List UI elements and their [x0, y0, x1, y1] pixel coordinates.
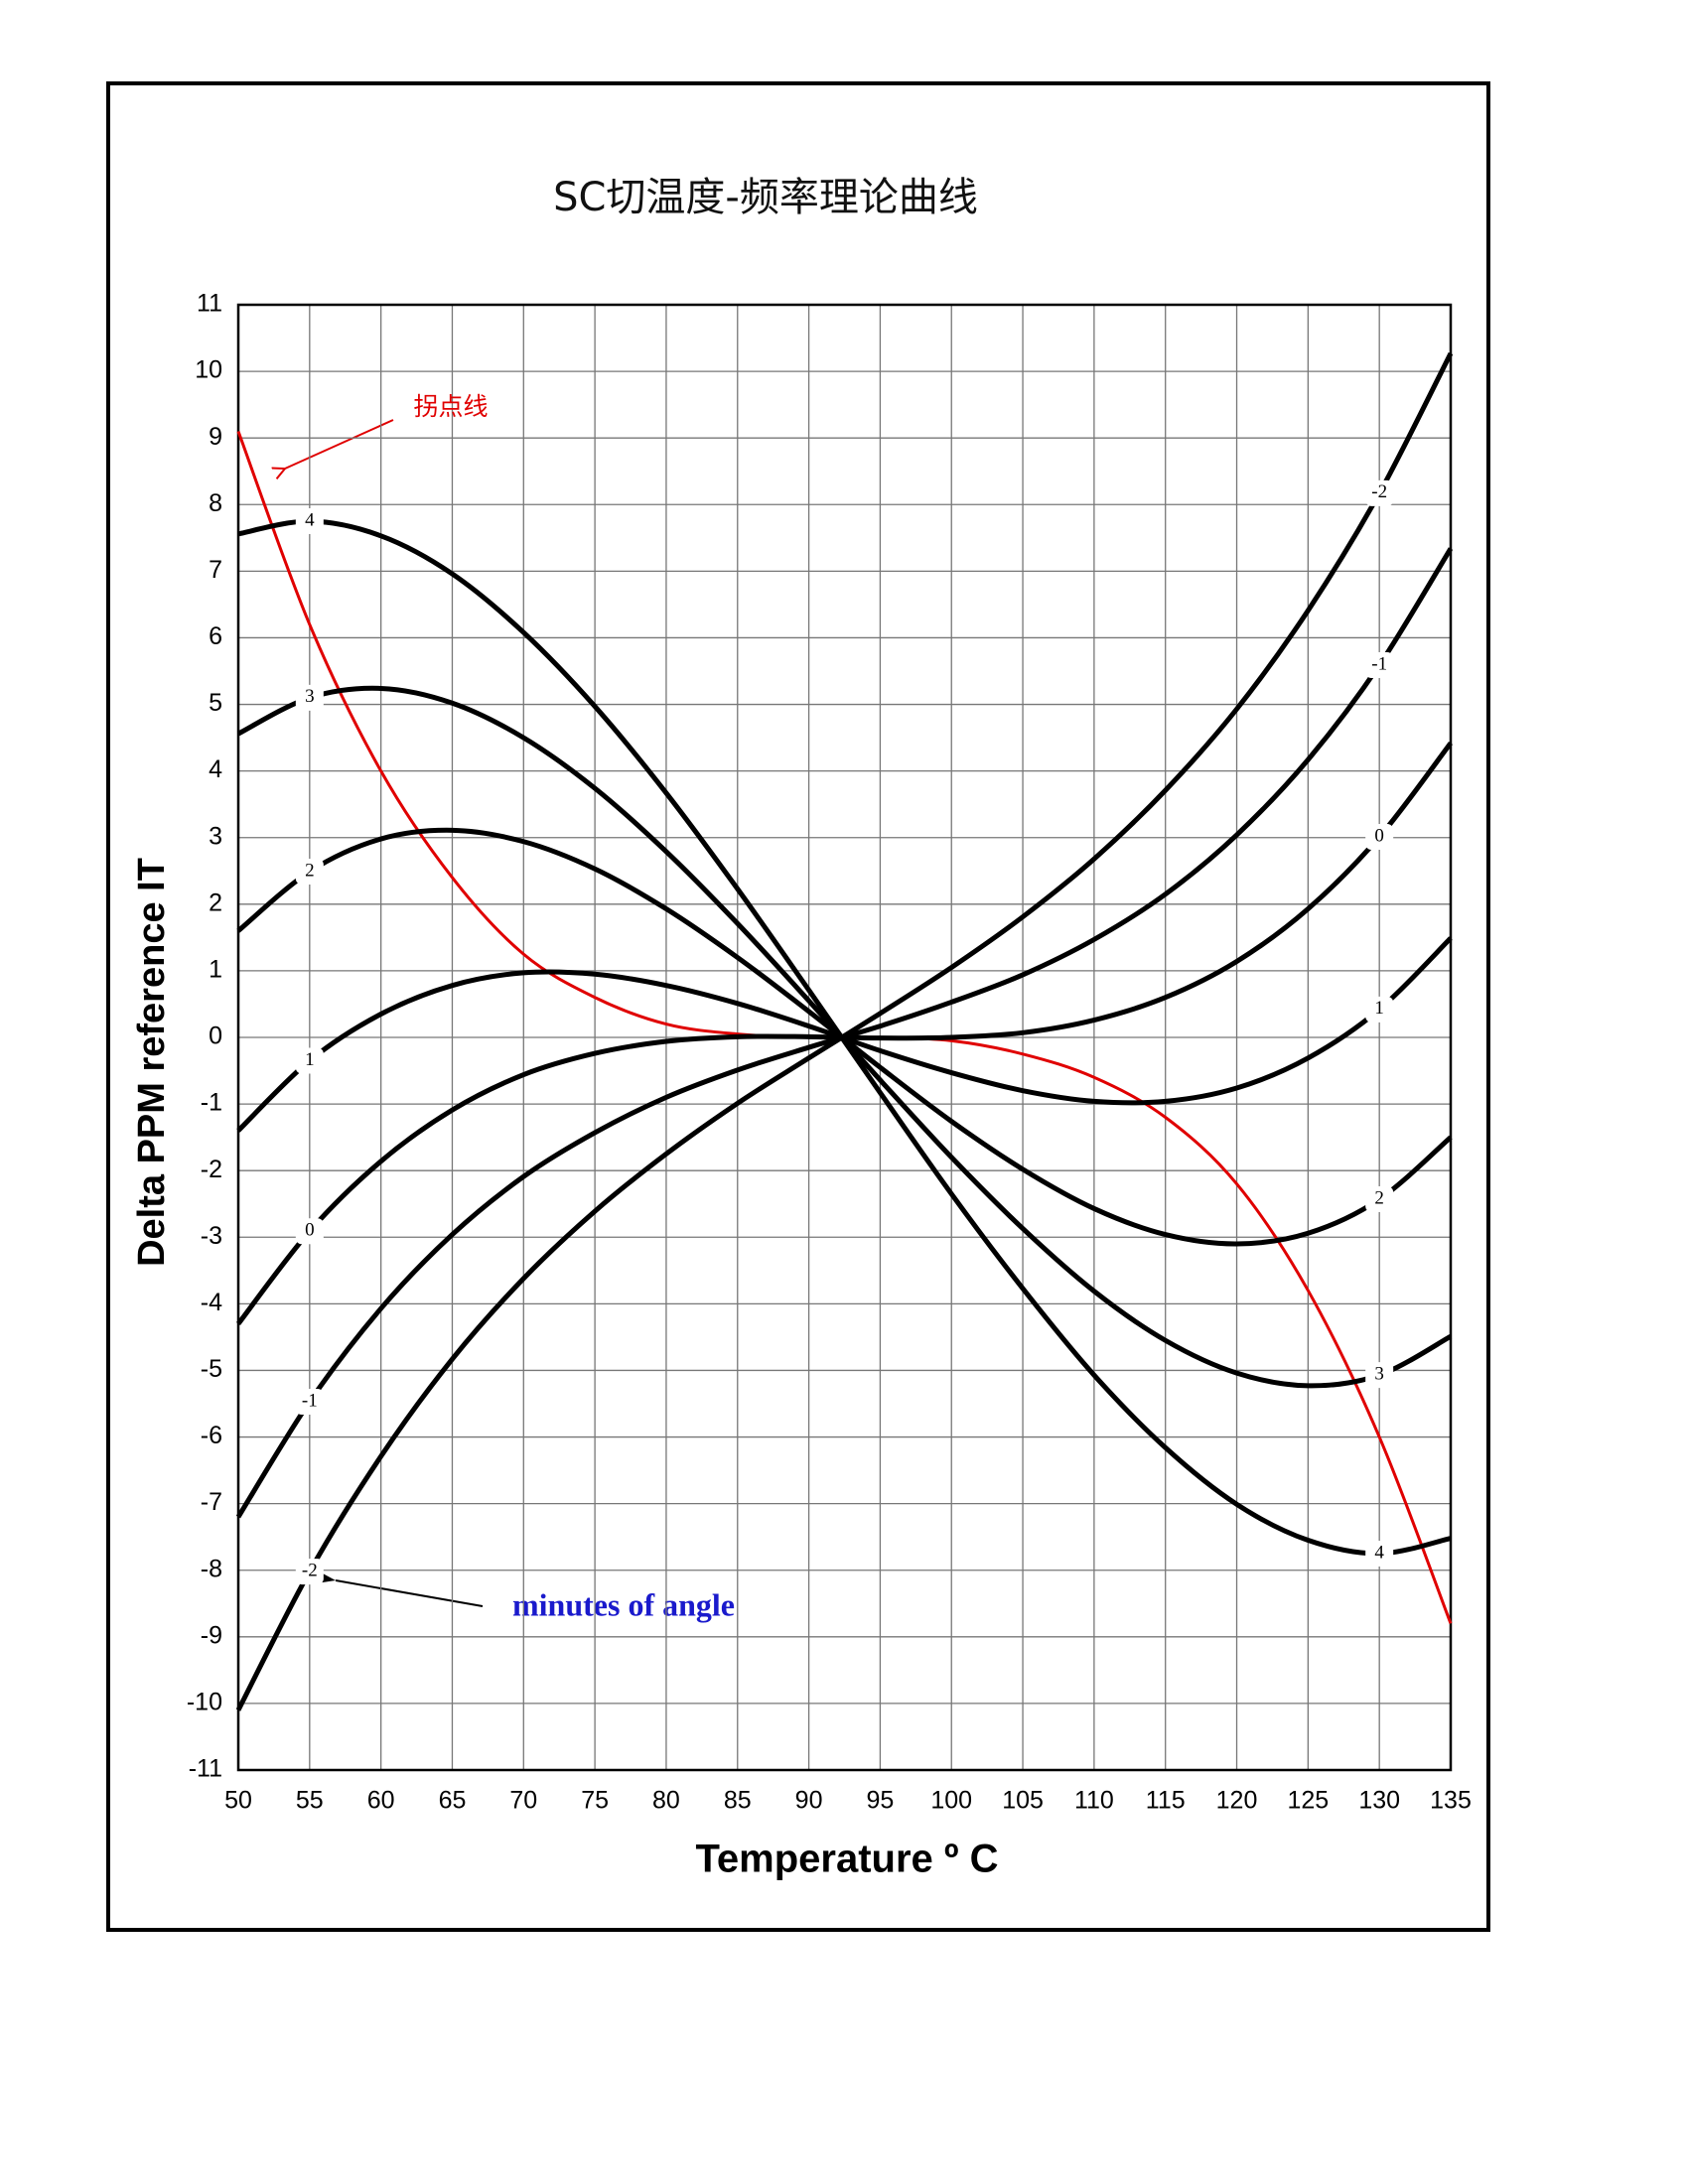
curve-label: 1 — [305, 1049, 315, 1070]
label-background — [295, 1388, 324, 1415]
y-tick-label: -10 — [187, 1689, 222, 1716]
y-tick-label: 2 — [209, 888, 222, 916]
series-line — [235, 351, 1454, 1711]
chart-title: SC切温度-频率理论曲线 — [553, 175, 978, 220]
curve-label: 1 — [1374, 998, 1384, 1019]
x-tick-label: 130 — [1358, 1787, 1400, 1815]
series-label: 拐点线 — [413, 392, 488, 421]
y-tick-label: -8 — [201, 1555, 222, 1582]
y-tick-label: 9 — [209, 423, 222, 451]
curve-label: -1 — [302, 1390, 318, 1411]
y-tick-label: -9 — [201, 1621, 222, 1649]
y-tick-label: -2 — [201, 1156, 222, 1183]
y-tick-label: -4 — [201, 1289, 222, 1316]
curve-label: 3 — [1374, 1364, 1384, 1385]
x-tick-label: 50 — [224, 1787, 252, 1815]
label-background — [295, 858, 324, 885]
x-tick-label: 110 — [1074, 1787, 1114, 1815]
x-tick-label: 85 — [724, 1787, 752, 1815]
x-tick-label: 90 — [795, 1787, 823, 1815]
curve-label: 4 — [1374, 1542, 1384, 1563]
curve-label: -2 — [1371, 481, 1387, 502]
y-tick-label: -6 — [201, 1422, 222, 1449]
curves — [235, 351, 1454, 1711]
y-tick-label: 10 — [195, 356, 222, 384]
x-tick-label: 65 — [439, 1787, 467, 1815]
label-background — [1365, 479, 1394, 506]
x-tick-label: 135 — [1430, 1787, 1472, 1815]
y-tick-label: -5 — [201, 1355, 222, 1383]
curve-label: 0 — [1374, 825, 1384, 846]
annotation-arrow — [285, 419, 394, 469]
label-background — [1365, 1186, 1394, 1213]
curve-label: 2 — [1374, 1187, 1384, 1208]
label-background — [295, 1047, 324, 1074]
y-tick-label: 0 — [209, 1023, 222, 1050]
annotation: minutes of angle — [512, 1586, 735, 1622]
y-tick-label: 1 — [209, 956, 222, 984]
y-tick-label: -3 — [201, 1222, 222, 1250]
x-tick-label: 75 — [581, 1787, 609, 1815]
x-tick-label: 115 — [1146, 1787, 1186, 1815]
curve-label: 0 — [305, 1220, 315, 1241]
y-tick-label: 5 — [209, 689, 222, 717]
y-tick-label: 7 — [209, 556, 222, 584]
curve-label: -1 — [1371, 653, 1387, 674]
series-line — [236, 430, 1453, 1624]
curve-label: 2 — [305, 860, 315, 881]
label-background — [295, 1559, 324, 1585]
label-background — [295, 1218, 324, 1245]
x-tick-label: 80 — [652, 1787, 680, 1815]
y-tick-label: -7 — [201, 1488, 222, 1516]
y-tick-label: 11 — [197, 290, 222, 318]
label-background — [1365, 1362, 1394, 1389]
y-tick-label: -1 — [201, 1089, 222, 1117]
curve-label: -2 — [302, 1560, 318, 1580]
label-background — [1365, 824, 1394, 851]
x-tick-label: 100 — [930, 1787, 972, 1815]
label-background — [295, 684, 324, 711]
x-tick-label: 60 — [367, 1787, 395, 1815]
frame — [106, 81, 1490, 1932]
y-tick-label: -11 — [189, 1755, 222, 1783]
label-background — [1365, 1540, 1394, 1567]
y-tick-label: 3 — [209, 822, 222, 850]
annotation-arrow — [320, 1572, 484, 1607]
plot-border — [236, 303, 1453, 1772]
label-background — [295, 508, 324, 535]
y-tick-label: 4 — [209, 755, 222, 783]
label-background — [1365, 996, 1394, 1023]
y-tick-label: 8 — [209, 489, 222, 517]
label-background — [1365, 651, 1394, 678]
y-axis-label: Delta PPM reference IT — [131, 858, 173, 1267]
x-tick-label: 105 — [1002, 1787, 1044, 1815]
curve-label: 4 — [305, 509, 315, 530]
x-tick-label: 55 — [296, 1787, 324, 1815]
x-tick-label: 95 — [867, 1787, 895, 1815]
x-tick-label: 120 — [1216, 1787, 1258, 1815]
y-tick-label: 6 — [209, 622, 222, 650]
plot-area: -11-10-9-8-7-6-5-4-3-2-10123456789101150… — [187, 290, 1472, 1815]
x-tick-label: 70 — [509, 1787, 537, 1815]
x-tick-label: 125 — [1287, 1787, 1329, 1815]
x-axis-label: Temperature º C — [695, 1838, 998, 1881]
curve-label: 3 — [305, 686, 315, 707]
